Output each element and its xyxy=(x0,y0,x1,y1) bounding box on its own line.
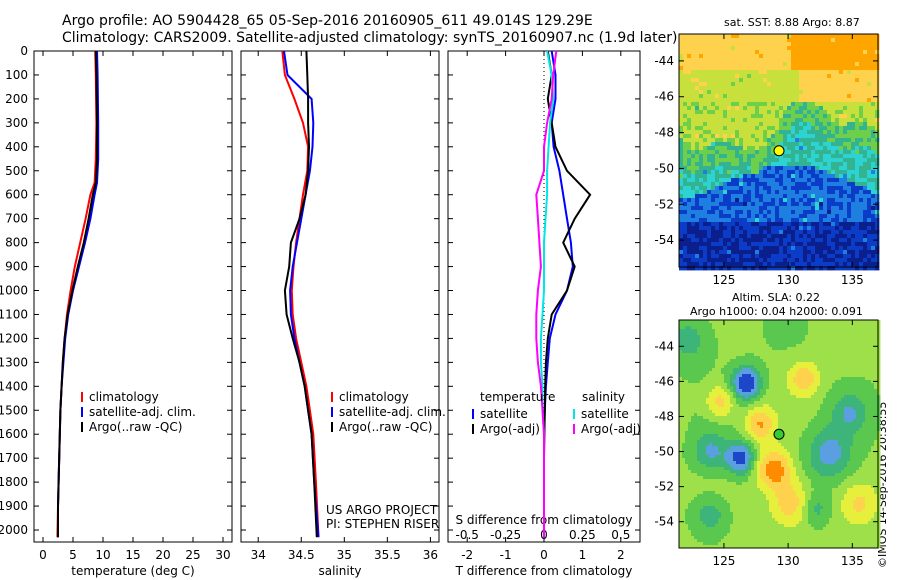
y-tick-label: 100 xyxy=(5,68,28,82)
longitude-label: 125 xyxy=(712,554,735,568)
latitude-label: -44 xyxy=(654,339,674,353)
latitude-label: -48 xyxy=(654,126,674,140)
y-tick-label: 200 xyxy=(5,92,28,106)
plot-frame xyxy=(33,50,233,543)
y-tick-label: 1300 xyxy=(0,355,28,369)
map-frame xyxy=(678,33,879,268)
x-tick-label: 34.5 xyxy=(288,548,315,562)
y-tick-label: 300 xyxy=(5,116,28,130)
sla-map-title: Altim. SLA: 0.22 xyxy=(732,291,821,304)
legend-label: Argo(..raw -QC) xyxy=(339,420,432,434)
sst-map-title: sat. SST: 8.88 Argo: 8.87 xyxy=(724,16,860,29)
y-tick-label: 1500 xyxy=(0,403,28,417)
sst-map-panel: 125 130 135 -44 -46 -48 -50 -52 -54 xyxy=(654,33,880,287)
project-annotation: US ARGO PROJECT xyxy=(326,503,438,517)
sla-map-panel: 125 130 135 -44 -46 -48 -50 -52 -54 xyxy=(654,319,881,568)
latitude-label: -50 xyxy=(654,161,674,175)
x-tick-label: 25 xyxy=(185,548,200,562)
sla-argo-location-marker xyxy=(773,428,785,440)
s-tick-label: -0.25 xyxy=(490,528,521,542)
y-tick-label: 400 xyxy=(5,140,28,154)
x-tick-label: 35.5 xyxy=(374,548,401,562)
x-tick-label: 20 xyxy=(155,548,170,562)
latitude-label: -52 xyxy=(654,480,674,494)
x-tick-label: 1 xyxy=(579,548,587,562)
x-tick-label: -2 xyxy=(461,548,473,562)
x-tick-label: 0 xyxy=(540,548,548,562)
legend-label: satellite-adj. clim. xyxy=(339,405,446,419)
x-tick-label: 36 xyxy=(423,548,438,562)
y-tick-label: 700 xyxy=(5,212,28,226)
x-tick-label: 0 xyxy=(39,548,47,562)
diff-series-salinity-argo-adj- xyxy=(535,50,558,538)
y-tick-label: 500 xyxy=(5,164,28,178)
x-tick-label: 10 xyxy=(95,548,110,562)
y-tick-label: 600 xyxy=(5,188,28,202)
sst-field xyxy=(679,34,880,271)
x-tick-label: 35 xyxy=(337,548,352,562)
y-tick-label: 2000 xyxy=(0,523,28,537)
x-axis-label: salinity xyxy=(318,564,361,578)
y-tick-label: 1400 xyxy=(0,379,28,393)
latitude-label: -54 xyxy=(654,233,674,247)
s-tick-label: 0.25 xyxy=(569,528,596,542)
y-tick-label: 800 xyxy=(5,236,28,250)
y-tick-label: 1800 xyxy=(0,475,28,489)
salinity-panel: 34 34.5 35 35.5 36 salinity climatologysatelli… xyxy=(240,50,446,578)
series-line-argo-raw-qc- xyxy=(283,50,318,538)
x-tick-label: 30 xyxy=(215,548,230,562)
latitude-label: -52 xyxy=(654,197,674,211)
y-tick-label: 1000 xyxy=(0,284,28,298)
legend-title-salinity: salinity xyxy=(582,390,625,404)
sst-argo-location-marker xyxy=(773,145,785,157)
latitude-label: -54 xyxy=(654,515,674,529)
project-annotation: PI: STEPHEN RISER xyxy=(326,517,439,531)
x-tick-label: -1 xyxy=(500,548,512,562)
longitude-label: 135 xyxy=(841,554,864,568)
y-tick-label: 1200 xyxy=(0,331,28,345)
latitude-label: -46 xyxy=(654,90,674,104)
legend-label: satellite xyxy=(581,407,629,421)
latitude-label: -48 xyxy=(654,409,674,423)
legend-label: satellite-adj. clim. xyxy=(89,405,196,419)
legend-label: Argo(-adj) xyxy=(480,422,540,436)
y-tick-label: 1100 xyxy=(0,307,28,321)
sla-map-subtitle: Argo h1000: 0.04 h2000: 0.091 xyxy=(690,305,863,318)
legend-label: climatology xyxy=(339,390,409,404)
x-tick-label: 15 xyxy=(125,548,140,562)
y-tick-label: 1700 xyxy=(0,451,28,465)
longitude-label: 130 xyxy=(777,554,800,568)
temperature-panel: 0 5 10 15 20 25 300100200300400500600700800900… xyxy=(0,44,233,578)
y-tick-label: 1900 xyxy=(0,499,28,513)
s-tick-label: -0.5 xyxy=(455,528,478,542)
legend-label: climatology xyxy=(89,390,159,404)
figure-title-line-2: Climatology: CARS2009. Satellite-adjuste… xyxy=(62,30,678,46)
figure-title-line-1: Argo profile: AO 5904428_65 05-Sep-2016 … xyxy=(62,13,593,29)
latitude-label: -44 xyxy=(654,54,674,68)
s-tick-label: 0.5 xyxy=(611,528,630,542)
latitude-label: -50 xyxy=(654,445,674,459)
x-axis-label: T difference from climatology xyxy=(455,564,633,578)
y-tick-label: 1600 xyxy=(0,427,28,441)
map-frame xyxy=(678,319,879,549)
latitude-label: -46 xyxy=(654,374,674,388)
legend-label: Argo(-adj) xyxy=(581,422,641,436)
x-tick-label: 5 xyxy=(69,548,77,562)
y-tick-label: 0 xyxy=(20,44,28,58)
x-tick-label: 34 xyxy=(251,548,266,562)
longitude-label: 125 xyxy=(712,273,735,287)
longitude-label: 130 xyxy=(777,273,800,287)
plot-frame xyxy=(240,50,440,543)
x-axis-label: temperature (deg C) xyxy=(71,564,194,578)
legend-label: satellite xyxy=(480,407,528,421)
legend-title-temperature: temperature xyxy=(480,390,555,404)
y-tick-label: 900 xyxy=(5,260,28,274)
x-tick-label: 2 xyxy=(617,548,625,562)
legend-label: Argo(..raw -QC) xyxy=(89,420,182,434)
sla-field xyxy=(679,320,881,549)
longitude-label: 135 xyxy=(841,273,864,287)
series-line-argo-raw-qc- xyxy=(57,50,98,538)
